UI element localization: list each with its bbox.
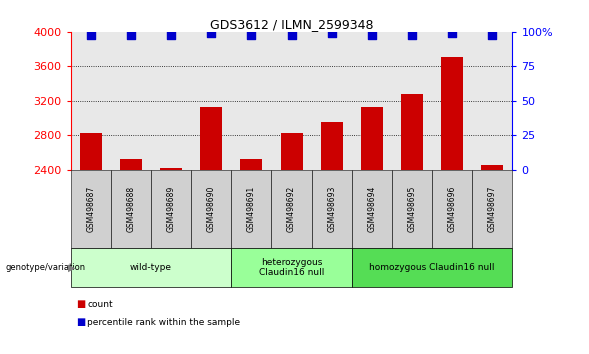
Point	[207, 30, 216, 36]
Bar	[200, 107, 222, 170]
Bar	[191, 32, 231, 170]
Point	[166, 32, 176, 38]
Bar	[272, 32, 312, 170]
Bar	[352, 32, 392, 170]
Bar	[160, 168, 182, 170]
Text: GSM498697: GSM498697	[488, 185, 497, 232]
Text: GSM498695: GSM498695	[408, 185, 416, 232]
Text: GSM498689: GSM498689	[167, 186, 176, 232]
Bar	[472, 32, 512, 170]
Bar	[80, 133, 102, 170]
Text: GSM498688: GSM498688	[127, 186, 135, 232]
Point	[327, 30, 336, 36]
Bar	[441, 57, 463, 170]
Bar	[392, 32, 432, 170]
Bar	[231, 32, 272, 170]
Text: ■: ■	[77, 317, 86, 327]
Text: heterozygous
Claudin16 null: heterozygous Claudin16 null	[259, 258, 324, 277]
Point	[86, 32, 95, 38]
Text: ▶: ▶	[68, 262, 75, 272]
Text: GSM498690: GSM498690	[207, 185, 216, 232]
Point	[367, 32, 376, 38]
Text: GSM498691: GSM498691	[247, 186, 256, 232]
Point	[488, 32, 497, 38]
Bar	[401, 94, 423, 170]
Bar	[432, 32, 472, 170]
Bar	[481, 165, 504, 170]
Text: GSM498687: GSM498687	[86, 186, 95, 232]
Text: GSM498696: GSM498696	[448, 185, 456, 232]
Bar	[361, 107, 383, 170]
Bar	[312, 32, 352, 170]
Point	[287, 32, 296, 38]
Text: GSM498694: GSM498694	[368, 185, 376, 232]
Title: GDS3612 / ILMN_2599348: GDS3612 / ILMN_2599348	[210, 18, 373, 31]
Text: GSM498693: GSM498693	[327, 185, 336, 232]
Point	[126, 32, 135, 38]
Text: wild-type: wild-type	[130, 263, 172, 272]
Bar	[71, 32, 111, 170]
Text: genotype/variation: genotype/variation	[6, 263, 86, 272]
Point	[408, 32, 417, 38]
Bar	[151, 32, 191, 170]
Bar	[280, 133, 303, 170]
Text: percentile rank within the sample: percentile rank within the sample	[87, 318, 240, 327]
Bar	[320, 122, 343, 170]
Text: count: count	[87, 300, 113, 309]
Bar	[120, 159, 142, 170]
Point	[247, 32, 256, 38]
Point	[448, 30, 457, 36]
Text: homozygous Claudin16 null: homozygous Claudin16 null	[369, 263, 495, 272]
Bar	[111, 32, 151, 170]
Text: ■: ■	[77, 299, 86, 309]
Bar	[240, 159, 263, 170]
Text: GSM498692: GSM498692	[287, 186, 296, 232]
